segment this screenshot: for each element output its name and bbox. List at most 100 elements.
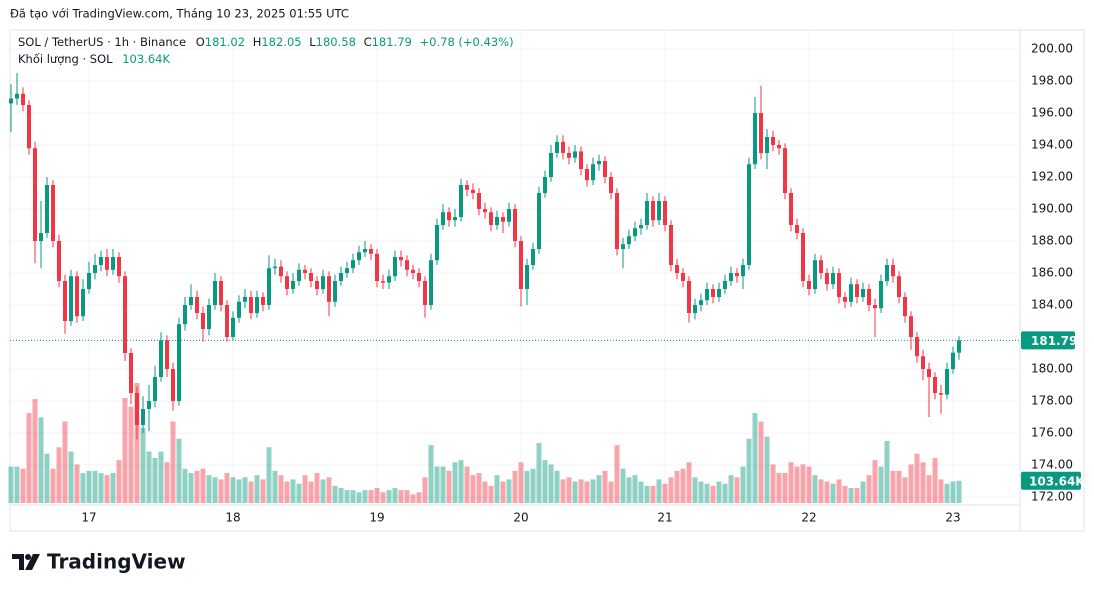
candle-body [657, 201, 661, 221]
volume-bar [164, 462, 170, 503]
candle-body [807, 281, 811, 289]
volume-tag-label: 103.64K [1029, 474, 1085, 488]
o-letter: O [196, 35, 205, 49]
grid [10, 30, 1020, 505]
volume-bar [272, 470, 278, 503]
candle-body [591, 164, 595, 181]
candle-body [813, 260, 817, 289]
volume-bar [104, 475, 110, 503]
volume-bar [122, 398, 128, 503]
volume-bar [356, 492, 362, 503]
candle-body [921, 356, 925, 369]
volume-bar [446, 470, 452, 503]
volume-bar [464, 466, 470, 503]
volume-bar [476, 473, 482, 503]
x-tick-label: 20 [513, 511, 528, 525]
volume-bar [278, 475, 284, 503]
candle-body [363, 249, 367, 253]
volume-bar [488, 485, 494, 503]
y-tick-label: 190.00 [1031, 202, 1073, 216]
volume-bar [908, 464, 914, 503]
volume-bar [740, 466, 746, 503]
close-value: 181.79 [372, 35, 412, 49]
volume-bar [86, 470, 92, 503]
candle-body [855, 284, 859, 297]
volume-bar [188, 473, 194, 503]
candle-body [717, 289, 721, 297]
volume-bar [938, 479, 944, 503]
candle-body [207, 305, 211, 329]
candle-body [123, 276, 127, 353]
candle-body [117, 257, 121, 277]
candle-body [255, 297, 259, 313]
volume-bar [380, 492, 386, 503]
candle-body [213, 281, 217, 305]
volume-bar [650, 485, 656, 503]
candle-body [711, 289, 715, 297]
volume-bar [608, 481, 614, 503]
volume-bar [782, 473, 788, 503]
candle-body [555, 141, 559, 153]
candle-body [951, 352, 955, 369]
candle-body [927, 369, 931, 377]
candle-body [579, 151, 583, 169]
volume-bar [374, 488, 380, 503]
low-value: 180.58 [316, 35, 356, 49]
volume-bar [158, 451, 164, 503]
volume-bar [806, 466, 812, 503]
candle-body [399, 257, 403, 261]
volume-bar [182, 468, 188, 503]
candle-body [459, 185, 463, 217]
volume-bar [500, 481, 506, 503]
volume-bar [680, 468, 686, 503]
volume-bar [926, 475, 932, 503]
volume-bar [80, 473, 86, 503]
candle-body [63, 281, 67, 321]
volume-bar [14, 466, 20, 503]
candle-body [537, 193, 541, 249]
volume-bar [830, 483, 836, 503]
candle-body [375, 253, 379, 281]
volume-bar [524, 470, 530, 503]
volume-bar [134, 383, 140, 503]
volume-bar [440, 466, 446, 503]
volume-bar [590, 479, 596, 503]
volume-bar [716, 481, 722, 503]
candle-body [435, 225, 439, 261]
candle-body [681, 273, 685, 281]
volume-bar [176, 438, 182, 503]
candle-body [621, 244, 625, 249]
candle-body [111, 257, 115, 270]
y-tick-label: 174.00 [1031, 458, 1073, 472]
candle-body [315, 281, 319, 289]
volume-bar [452, 462, 458, 503]
volume-bar [812, 475, 818, 503]
candle-body [297, 269, 301, 281]
last-price-tag [1021, 331, 1075, 350]
candle-body [21, 93, 25, 105]
volume-bar [818, 479, 824, 503]
volume-bar [410, 494, 416, 503]
candle-body [885, 265, 889, 281]
candle-body [453, 217, 457, 221]
candle-body [381, 281, 385, 283]
candle-body [933, 377, 937, 393]
candle-body [669, 225, 673, 265]
volume-bar [548, 464, 554, 503]
candle-body [723, 281, 727, 289]
volume-bar [290, 479, 296, 503]
candle-body [237, 301, 241, 318]
candle-body [471, 189, 475, 193]
volume-bar [692, 477, 698, 503]
candle-body [279, 266, 283, 277]
volume-bar [656, 479, 662, 503]
volume-bar [884, 440, 890, 503]
candle-body [15, 93, 19, 99]
candle-body [819, 260, 823, 273]
volume-bar [194, 470, 200, 503]
candle-body [495, 217, 499, 225]
candle-body [9, 98, 13, 104]
volume-bar [572, 481, 578, 503]
volume-bar [614, 445, 620, 503]
